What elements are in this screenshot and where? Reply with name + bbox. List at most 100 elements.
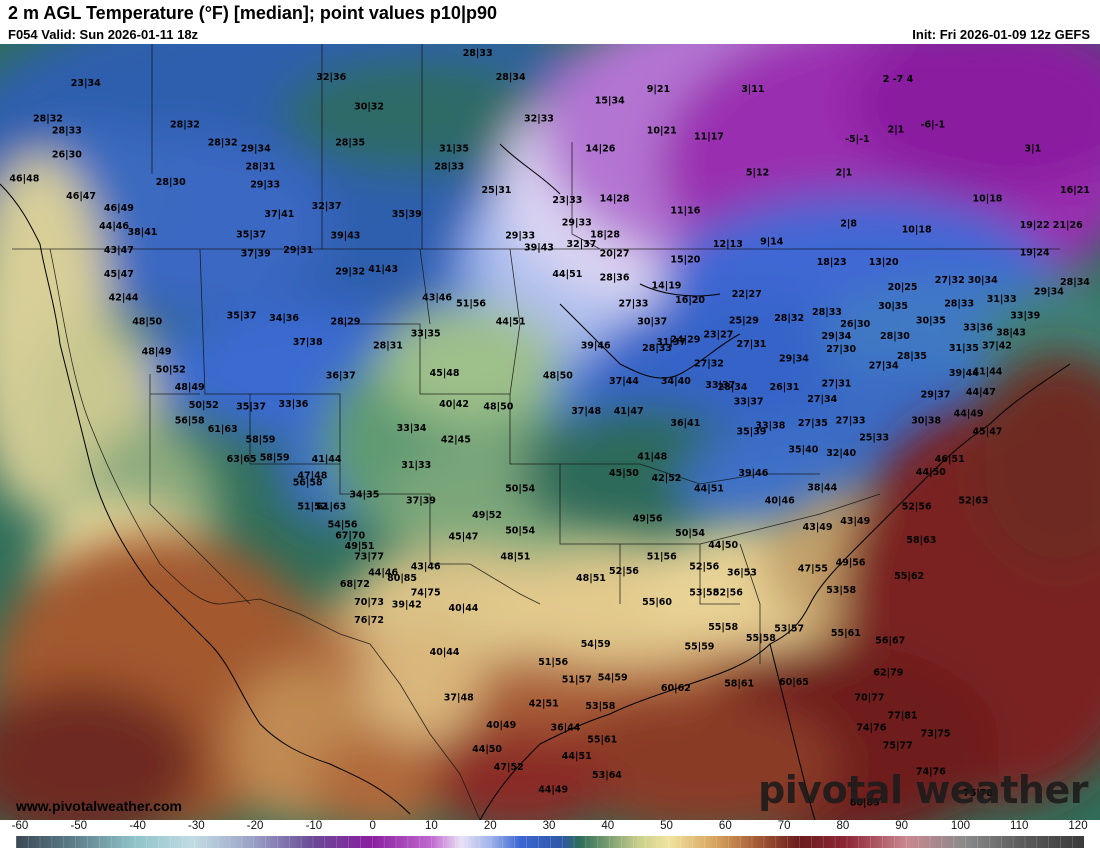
point-value-label: 39|44 bbox=[949, 368, 979, 379]
point-value-label: 2 -7 4 bbox=[883, 74, 914, 85]
website-label[interactable]: www.pivotalweather.com bbox=[16, 798, 182, 814]
colorbar-gradient bbox=[16, 836, 1084, 848]
point-value-label: 29|32 bbox=[335, 266, 365, 277]
map-title: 2 m AGL Temperature (°F) [median]; point… bbox=[8, 3, 497, 23]
colorbar-tick-label: 90 bbox=[895, 820, 909, 832]
point-value-label: 29|33 bbox=[250, 179, 280, 190]
point-value-label: 28|32 bbox=[170, 120, 200, 131]
point-value-label: 16|20 bbox=[675, 295, 705, 306]
point-value-label: 31|35 bbox=[949, 343, 979, 354]
point-value-label: 68|72 bbox=[340, 579, 370, 590]
point-value-label: 20|27 bbox=[600, 249, 630, 260]
point-value-label: 12|13 bbox=[713, 239, 743, 250]
point-value-label: 49|52 bbox=[472, 510, 502, 521]
point-value-label: 52|56 bbox=[902, 502, 932, 513]
point-value-label: 39|46 bbox=[738, 468, 768, 479]
point-value-label: 70|73 bbox=[354, 597, 384, 608]
point-value-label: -6|-1 bbox=[921, 120, 946, 131]
point-value-label: 39|42 bbox=[392, 600, 422, 611]
point-value-label: 14|26 bbox=[585, 143, 615, 154]
point-value-label: 29|37 bbox=[921, 389, 951, 400]
point-value-label: 42|51 bbox=[529, 699, 559, 710]
point-value-label: 40|44 bbox=[430, 647, 460, 658]
map-header: 2 m AGL Temperature (°F) [median]; point… bbox=[0, 0, 1100, 44]
point-value-label: 48|49 bbox=[142, 346, 172, 357]
point-value-label: 55|60 bbox=[642, 597, 672, 608]
point-value-label: 31|37 bbox=[656, 337, 686, 348]
init-time-label: Init: Fri 2026-01-09 12z GEFS bbox=[912, 27, 1090, 42]
point-value-label: 55|61 bbox=[587, 734, 617, 745]
point-value-label: 44|51 bbox=[552, 269, 582, 280]
point-value-label: 37|42 bbox=[982, 340, 1012, 351]
point-value-label: 52|56 bbox=[713, 588, 743, 599]
point-value-label: 30|35 bbox=[878, 301, 908, 312]
point-value-label: 44|46 bbox=[368, 567, 398, 578]
point-value-label: 73|75 bbox=[921, 728, 951, 739]
point-value-label: 27|34 bbox=[869, 361, 899, 372]
point-value-label: 29|33 bbox=[562, 218, 592, 229]
point-value-label: 31|33 bbox=[401, 460, 431, 471]
point-value-label: 27|33 bbox=[836, 416, 866, 427]
point-value-label: 39|46 bbox=[581, 340, 611, 351]
point-value-label: 43|49 bbox=[840, 516, 870, 527]
point-value-label: 15|20 bbox=[670, 255, 700, 266]
point-value-label: 2|1 bbox=[888, 124, 905, 135]
point-value-label: 45|47 bbox=[449, 531, 479, 542]
point-value-label: 51|56 bbox=[647, 552, 677, 563]
point-value-label: 67|70 bbox=[335, 530, 365, 541]
point-value-label: 33|37 bbox=[705, 380, 735, 391]
colorbar-tick-label: 60 bbox=[718, 820, 732, 832]
point-value-label: 44|47 bbox=[966, 387, 996, 398]
point-value-label: 45|48 bbox=[430, 368, 460, 379]
point-value-label: 35|40 bbox=[788, 444, 818, 455]
point-value-label: 38|43 bbox=[996, 327, 1026, 338]
point-value-label: 33|36 bbox=[279, 399, 309, 410]
point-value-label: 37|39 bbox=[406, 496, 436, 507]
point-value-label: 27|35 bbox=[798, 418, 828, 429]
point-value-label: 28|31 bbox=[246, 161, 276, 172]
point-value-label: 28|35 bbox=[335, 138, 365, 149]
point-value-label: 33|37 bbox=[734, 397, 764, 408]
colorbar-tick-label: -30 bbox=[188, 820, 205, 832]
point-value-label: 32|36 bbox=[316, 72, 346, 83]
point-value-label: 26|31 bbox=[770, 382, 800, 393]
point-value-label: 54|56 bbox=[328, 520, 358, 531]
point-value-label: 55|58 bbox=[746, 633, 776, 644]
point-value-label: 54|59 bbox=[581, 639, 611, 650]
point-value-label: 35|37 bbox=[227, 311, 257, 322]
point-value-label: 5|12 bbox=[746, 167, 769, 178]
point-value-label: 18|23 bbox=[817, 257, 847, 268]
point-value-label: 18|28 bbox=[590, 229, 620, 240]
colorbar-tick-label: -50 bbox=[70, 820, 88, 832]
point-value-label: 34|35 bbox=[349, 490, 379, 501]
colorbar-tick-label: 100 bbox=[950, 820, 971, 832]
point-value-label: 43|47 bbox=[104, 245, 134, 256]
temperature-map[interactable]: 23|34 28|32 28|33 26|30 46|48 46|47 46|49 44|46… bbox=[0, 44, 1100, 820]
point-value-label: 80|85 bbox=[850, 798, 880, 809]
point-value-label: 48|50 bbox=[132, 317, 162, 328]
point-value-label: 33|39 bbox=[1010, 311, 1040, 322]
point-value-label: 14|28 bbox=[600, 194, 630, 205]
point-value-label: 54|59 bbox=[598, 672, 628, 683]
colorbar-tick-label: -40 bbox=[129, 820, 146, 832]
point-value-label: 62|79 bbox=[873, 668, 903, 679]
point-value-label: 13|20 bbox=[869, 257, 899, 268]
point-value-label: 44|51 bbox=[496, 317, 526, 328]
point-value-label: 3|1 bbox=[1025, 143, 1042, 154]
point-value-label: 23|33 bbox=[552, 195, 582, 206]
point-value-label: 42|44 bbox=[109, 293, 139, 304]
point-value-label: -5|-1 bbox=[845, 134, 870, 145]
point-value-label: 75|77 bbox=[883, 740, 913, 751]
colorbar-ticks: -60 -50 -40 -30 -20 -10 0 10 20 30 40 50 60 70 80 90 100… bbox=[0, 820, 1100, 834]
colorbar-tick-label: 70 bbox=[777, 820, 791, 832]
point-value-label: 35|39 bbox=[392, 209, 422, 220]
colorbar-tick-label: 80 bbox=[836, 820, 850, 832]
point-value-label: 28|30 bbox=[880, 331, 910, 342]
point-value-label: 28|33 bbox=[812, 307, 842, 318]
point-value-label: 38|41 bbox=[128, 227, 158, 238]
point-value-label: 23|27 bbox=[703, 330, 733, 341]
point-value-label: 27|30 bbox=[826, 344, 856, 355]
point-value-label: 32|33 bbox=[524, 114, 554, 125]
point-value-label: 28|34 bbox=[718, 382, 748, 393]
point-value-labels: 23|3428|3228|3326|3046|4846|4746|4944|46… bbox=[9, 48, 1090, 809]
